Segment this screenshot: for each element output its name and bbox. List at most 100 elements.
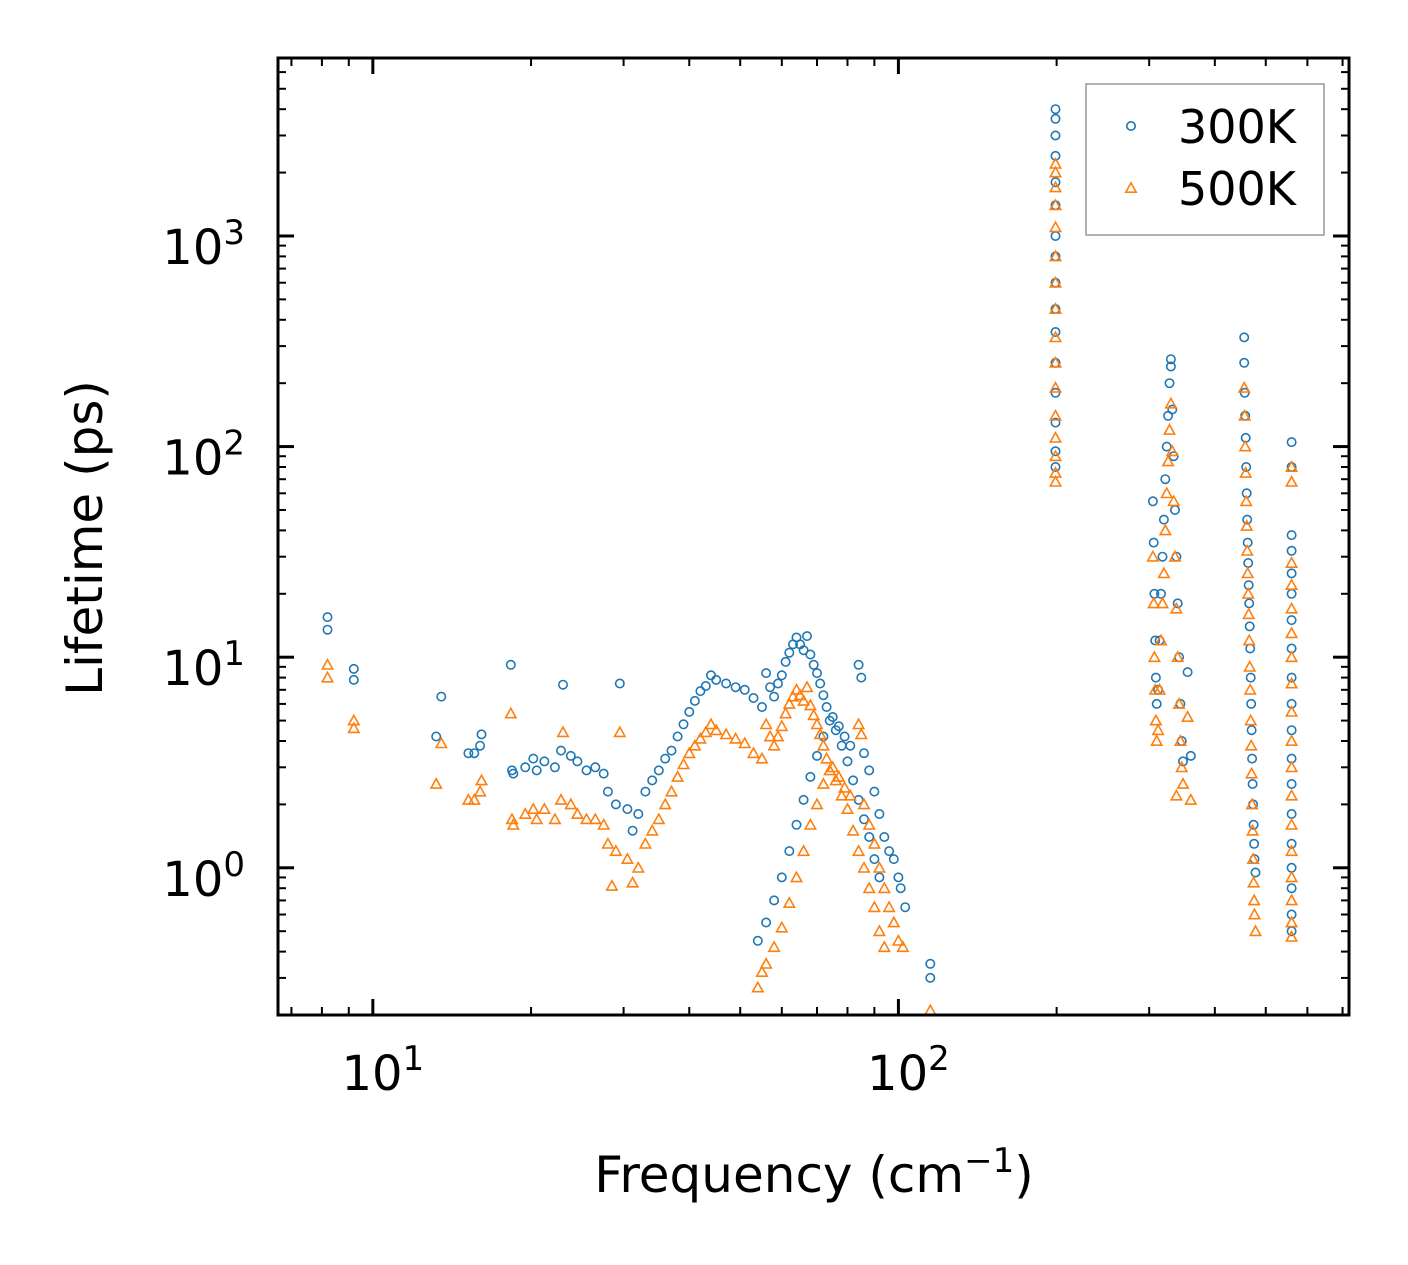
point-300K xyxy=(811,750,822,761)
tick-labels: 101 102 100 101 102 103 xyxy=(162,213,949,1102)
point-500K xyxy=(779,706,793,719)
point-300K xyxy=(469,748,480,759)
point-500K xyxy=(1173,734,1187,747)
point-500K xyxy=(877,881,891,894)
point-300K xyxy=(1286,838,1297,849)
point-500K xyxy=(846,823,860,836)
point-500K xyxy=(810,717,824,730)
point-500K xyxy=(473,784,487,797)
point-300K xyxy=(622,804,633,815)
point-500K xyxy=(1285,705,1299,717)
point-500K xyxy=(467,793,481,805)
point-300K xyxy=(1148,537,1159,548)
point-300K xyxy=(508,768,519,779)
point-300K xyxy=(689,695,700,706)
point-500K xyxy=(709,723,723,736)
point-500K xyxy=(434,736,448,749)
point-300K xyxy=(776,872,787,883)
point-300K xyxy=(798,645,809,656)
point-300K xyxy=(784,647,795,658)
point-500K xyxy=(1048,431,1063,443)
legend-marker-300K xyxy=(1126,121,1137,132)
point-300K xyxy=(925,958,936,969)
point-300K xyxy=(647,775,658,786)
point-500K xyxy=(1245,797,1259,810)
point-500K xyxy=(843,788,857,801)
point-300K xyxy=(348,663,359,674)
x-axis-label: Frequency (cm−1) xyxy=(594,1141,1034,1204)
point-300K xyxy=(811,668,822,679)
point-300K xyxy=(1286,530,1297,541)
point-300K xyxy=(1050,326,1061,337)
point-500K xyxy=(1160,486,1174,499)
point-500K xyxy=(693,731,707,744)
point-300K xyxy=(1286,615,1297,626)
point-500K xyxy=(751,980,765,993)
point-300K xyxy=(842,756,853,767)
point-300K xyxy=(555,745,566,756)
point-500K xyxy=(1247,875,1261,888)
point-300K xyxy=(791,819,802,830)
point-500K xyxy=(530,812,544,825)
point-300K xyxy=(1239,357,1250,368)
point-300K xyxy=(1150,672,1161,683)
point-500K xyxy=(1285,626,1299,639)
point-500K xyxy=(1146,549,1160,562)
point-500K xyxy=(797,694,811,706)
point-300K xyxy=(784,846,795,857)
point-500K xyxy=(782,896,796,909)
point-300K xyxy=(864,765,875,776)
point-300K xyxy=(463,748,474,759)
point-500K xyxy=(793,688,807,701)
point-300K xyxy=(761,668,772,679)
point-300K xyxy=(557,679,568,690)
point-300K xyxy=(818,690,829,701)
point-500K xyxy=(789,870,804,883)
point-500K xyxy=(1237,381,1251,393)
point-500K xyxy=(1244,713,1258,726)
point-300K xyxy=(765,682,776,693)
point-300K xyxy=(1050,113,1061,124)
point-300K xyxy=(633,808,644,819)
point-300K xyxy=(1185,750,1196,761)
point-300K xyxy=(756,701,767,712)
point-500K xyxy=(1285,788,1299,801)
point-500K xyxy=(797,844,811,857)
point-500K xyxy=(738,736,752,749)
point-500K xyxy=(320,670,335,683)
point-500K xyxy=(526,802,540,815)
point-300K xyxy=(1147,496,1158,507)
point-500K xyxy=(872,924,886,937)
point-500K xyxy=(1246,823,1260,836)
point-300K xyxy=(1050,130,1061,141)
point-500K xyxy=(767,738,781,751)
legend-box xyxy=(1085,83,1325,236)
point-300K xyxy=(1248,819,1259,830)
point-500K xyxy=(671,770,685,782)
point-300K xyxy=(853,659,864,670)
point-300K xyxy=(1050,104,1061,115)
point-300K xyxy=(869,786,880,797)
point-300K xyxy=(475,740,486,751)
point-500K xyxy=(1247,893,1261,906)
point-500K xyxy=(1171,650,1185,663)
point-500K xyxy=(1161,454,1175,467)
point-300K xyxy=(830,725,841,736)
point-300K xyxy=(839,731,850,742)
point-300K xyxy=(769,691,780,702)
point-300K xyxy=(700,680,711,691)
point-300K xyxy=(1165,354,1176,365)
point-500K xyxy=(862,817,876,830)
point-500K xyxy=(638,836,652,849)
point-500K xyxy=(759,956,773,969)
point-300K xyxy=(322,624,333,635)
point-500K xyxy=(813,727,827,740)
point-500K xyxy=(1285,676,1299,689)
point-500K xyxy=(786,689,800,702)
point-500K xyxy=(857,797,871,810)
point-500K xyxy=(1238,439,1252,452)
y-axis-label: Lifetime (ps) xyxy=(56,380,114,696)
point-300K xyxy=(1161,441,1172,452)
point-300K xyxy=(1286,672,1297,683)
point-500K xyxy=(556,725,570,738)
